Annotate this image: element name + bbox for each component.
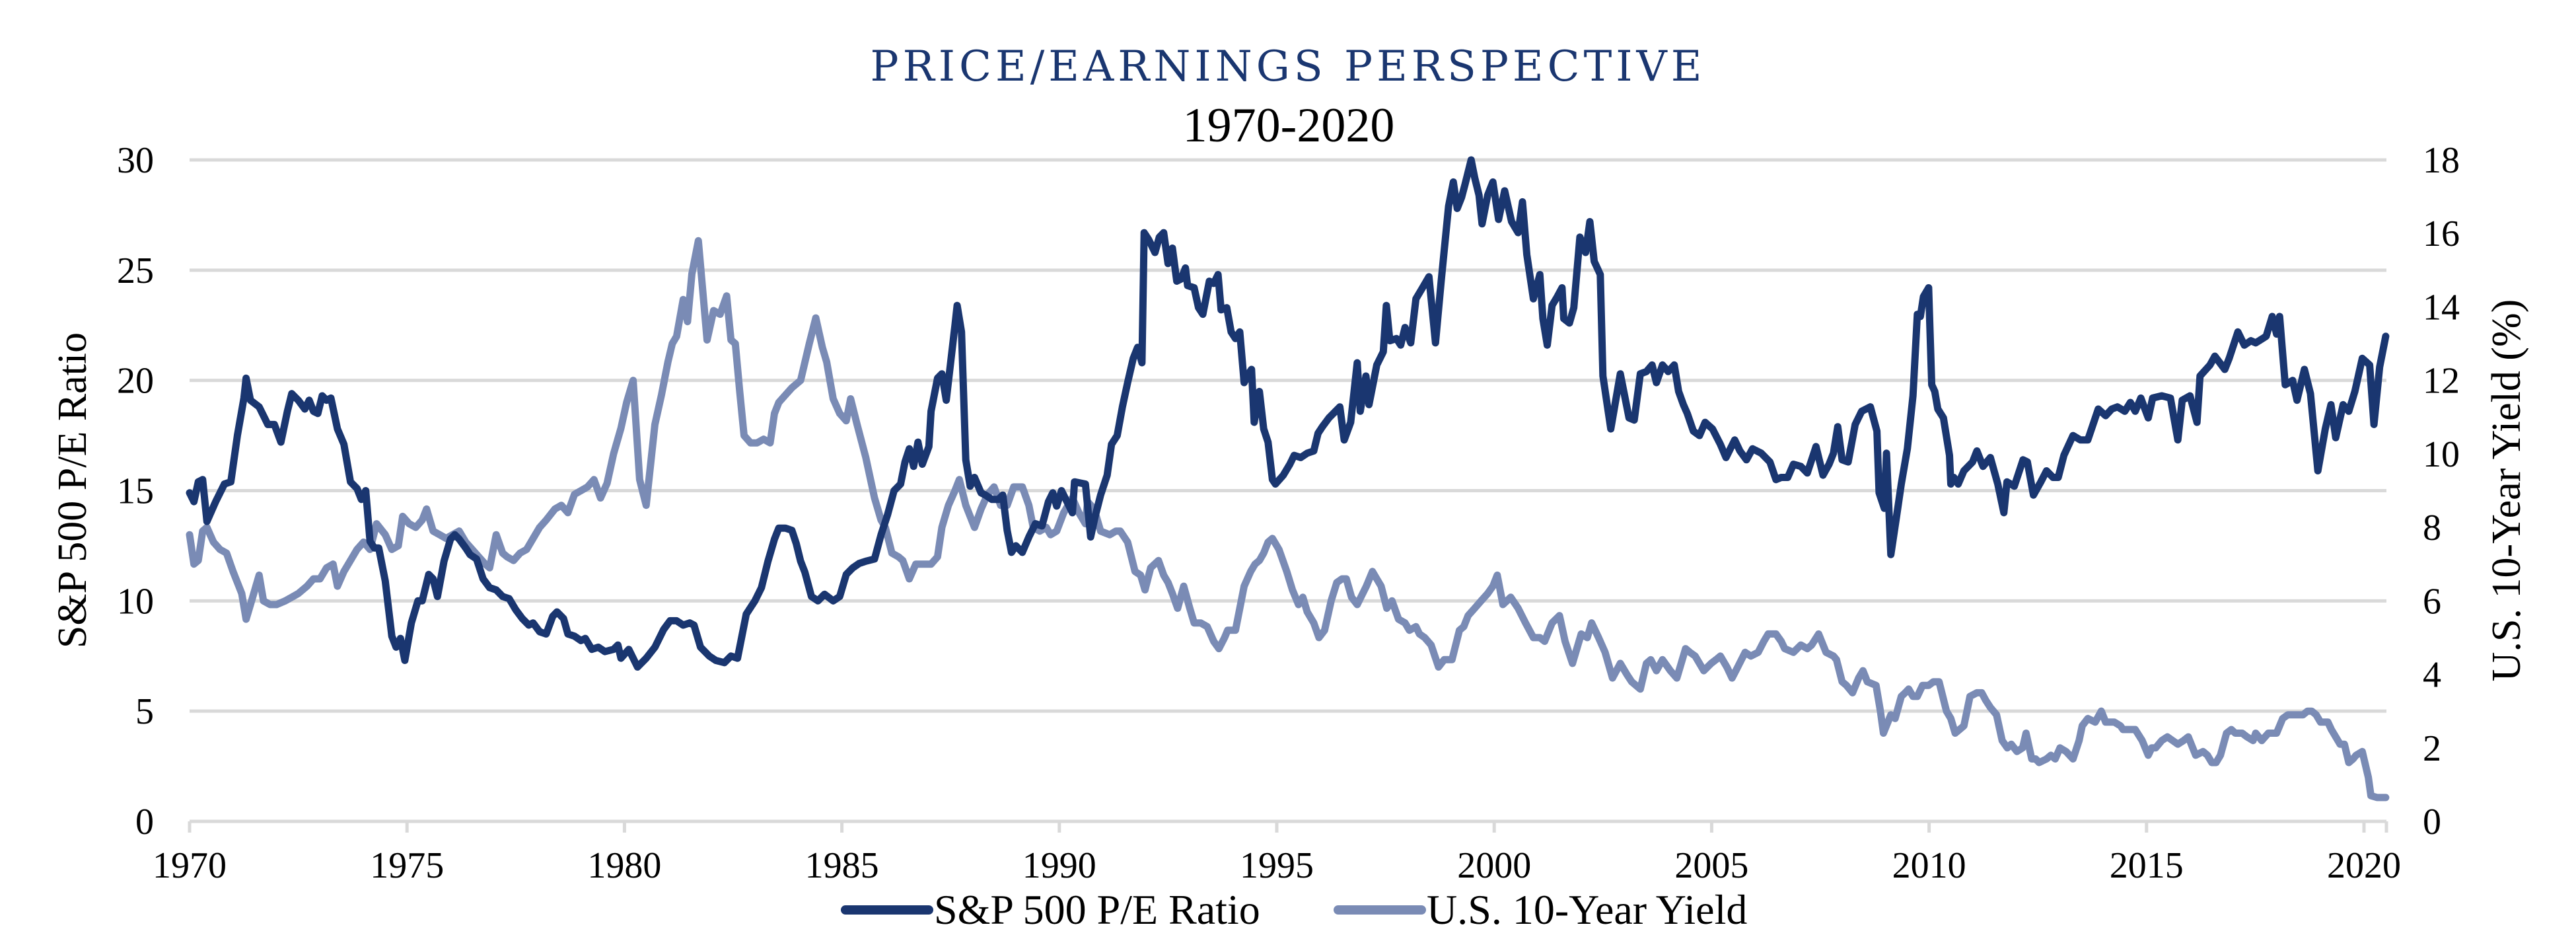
x-tick-label: 1970: [153, 845, 227, 886]
y-tick-label: 30: [117, 140, 154, 181]
series-line-pe-ratio: [186, 156, 2390, 671]
x-tick-label: 1990: [1022, 845, 1096, 886]
series-layer: [186, 156, 2390, 802]
x-tick-label: 1980: [587, 845, 661, 886]
chart-title: PRICE/EARNINGS PERSPECTIVE: [871, 42, 1706, 91]
chart-subtitle: 1970-2020: [1183, 98, 1395, 153]
y2-tick-label: 4: [2423, 655, 2441, 696]
legend-item-10yr-yield: U.S. 10-Year Yield: [1334, 886, 1747, 933]
y-tick-label: 15: [117, 471, 154, 512]
y2-tick-label: 16: [2423, 213, 2460, 254]
legend-label-pe-ratio: S&P 500 P/E Ratio: [934, 886, 1260, 933]
y-tick-label: 10: [117, 581, 154, 622]
x-tick-label: 1975: [370, 845, 444, 886]
y-axis-left: 0 5 10 15 20 25 30: [117, 140, 154, 843]
legend-label-10yr-yield: U.S. 10-Year Yield: [1427, 886, 1747, 933]
y2-tick-label: 0: [2423, 802, 2441, 843]
y2-tick-label: 6: [2423, 581, 2441, 622]
y-tick-label: 5: [135, 691, 154, 732]
y-tick-label: 20: [117, 361, 154, 402]
y-axis-right: 0 2 4 6 8 10 12 14 16 18: [2423, 140, 2460, 843]
x-tick-label: 2020: [2327, 845, 2401, 886]
x-axis: 1970 1975 1980 1985 1990 1995 2000 2005 2010 2015…: [153, 819, 2401, 886]
x-tick-label: 2010: [1892, 845, 1966, 886]
legend: S&P 500 P/E Ratio U.S. 10-Year Yield: [841, 886, 1747, 933]
x-tick-label: 2000: [1457, 845, 1531, 886]
x-tick-label: 1995: [1240, 845, 1314, 886]
y2-tick-label: 10: [2423, 434, 2460, 475]
y-tick-label: 25: [117, 250, 154, 291]
gridlines: [190, 158, 2386, 823]
y2-tick-label: 8: [2423, 507, 2441, 548]
legend-item-pe-ratio: S&P 500 P/E Ratio: [841, 886, 1260, 933]
series-line-10yr-yield: [186, 237, 2390, 802]
x-tick-label: 1985: [805, 845, 879, 886]
y2-axis-label: U.S. 10-Year Yield (%): [2484, 299, 2529, 682]
y2-tick-label: 12: [2423, 361, 2460, 402]
y-axis-label: S&P 500 P/E Ratio: [50, 332, 95, 648]
y2-tick-label: 2: [2423, 728, 2441, 769]
x-tick-label: 2015: [2110, 845, 2184, 886]
x-tick-label: 2005: [1674, 845, 1748, 886]
y2-tick-label: 18: [2423, 140, 2460, 181]
y2-tick-label: 14: [2423, 287, 2460, 328]
y-tick-label: 0: [135, 802, 154, 843]
